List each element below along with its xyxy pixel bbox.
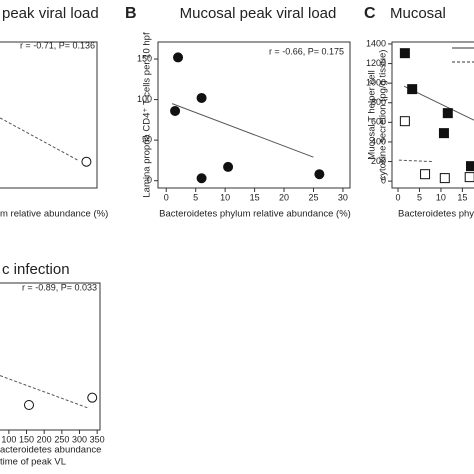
- stats-annotation: r = -0.89, P= 0.033: [22, 282, 97, 292]
- y-tick-label: 800: [371, 97, 386, 107]
- panel-title: Mucosal: [390, 5, 446, 22]
- x-tick-label: 15: [250, 192, 260, 202]
- panel-label: B: [125, 5, 137, 22]
- y-axis-label: Mucosal T helper cell: [367, 70, 378, 159]
- data-point: [81, 156, 92, 167]
- data-point: [170, 105, 181, 116]
- y-tick-label: 150: [137, 53, 152, 63]
- y-tick-label: 600: [371, 117, 386, 127]
- panel-title: Mucosal peak viral load: [180, 5, 337, 22]
- panel-title: peak viral load: [2, 5, 99, 22]
- x-tick-label: 250: [54, 434, 69, 444]
- data-point: [87, 392, 98, 403]
- y-axis-label: Lamina propria CD4⁺ T cells per 10 hpf: [142, 32, 153, 198]
- y-tick-label: 100: [137, 94, 152, 104]
- x-tick-label: 100: [1, 434, 16, 444]
- x-axis-label: time of peak VL: [0, 457, 66, 468]
- x-axis-label: Bacteroidetes phylum relative abundance …: [159, 209, 351, 220]
- x-tick-label: 150: [19, 434, 34, 444]
- y-tick-label: 1400: [366, 38, 386, 48]
- x-tick-label: 5: [417, 192, 422, 202]
- data-point: [196, 173, 207, 184]
- data-point: [464, 172, 474, 183]
- y-tick-label: 1000: [366, 78, 386, 88]
- data-point: [196, 92, 207, 103]
- x-tick-label: 5: [193, 192, 198, 202]
- data-point: [407, 84, 418, 95]
- x-axis-label: Bacteroidetes phy: [398, 209, 474, 220]
- regression-line: [171, 103, 314, 158]
- data-point: [399, 116, 410, 127]
- x-tick-label: 0: [164, 192, 169, 202]
- plot-frame: [391, 41, 474, 189]
- y-tick-label: 0: [147, 175, 152, 185]
- stats-annotation: r = -0.66, P= 0.175: [269, 46, 344, 56]
- plot-frame: [0, 282, 101, 431]
- y-tick-label: 1200: [366, 58, 386, 68]
- panel-label: C: [364, 5, 376, 22]
- data-point: [438, 128, 449, 139]
- data-point: [442, 108, 453, 119]
- x-tick-label: 300: [72, 434, 87, 444]
- regression-line: [398, 159, 433, 163]
- x-tick-label: 350: [90, 434, 105, 444]
- x-tick-label: 15: [457, 192, 467, 202]
- data-point: [399, 48, 410, 59]
- plot-frame: [157, 41, 351, 189]
- regression-line: [0, 375, 89, 409]
- stats-annotation: r = -0.71, P= 0.136: [20, 40, 95, 50]
- x-tick-label: 200: [37, 434, 52, 444]
- x-tick-label: 10: [220, 192, 230, 202]
- y-tick-label: 400: [371, 136, 386, 146]
- y-axis-label: cytokine secretion (pg/g tissue): [378, 50, 389, 181]
- x-tick-label: 10: [436, 192, 446, 202]
- data-point: [420, 169, 431, 180]
- y-tick-label: 0: [381, 176, 386, 186]
- x-tick-label: 0: [396, 192, 401, 202]
- x-axis-label: m relative abundance (%): [0, 209, 108, 220]
- x-tick-label: 25: [308, 192, 318, 202]
- regression-line: [0, 117, 79, 161]
- x-axis-label: acteroidetes abundance: [0, 445, 101, 456]
- data-point: [439, 173, 450, 184]
- x-tick-label: 30: [338, 192, 348, 202]
- data-point: [314, 169, 325, 180]
- y-tick-label: 200: [371, 156, 386, 166]
- x-tick-label: 20: [279, 192, 289, 202]
- data-point: [223, 161, 234, 172]
- data-point: [173, 52, 184, 63]
- y-tick-label: 50: [142, 135, 152, 145]
- plot-frame: [0, 41, 98, 189]
- panel-title: c infection: [2, 261, 70, 278]
- data-point: [23, 400, 34, 411]
- data-point: [465, 161, 474, 172]
